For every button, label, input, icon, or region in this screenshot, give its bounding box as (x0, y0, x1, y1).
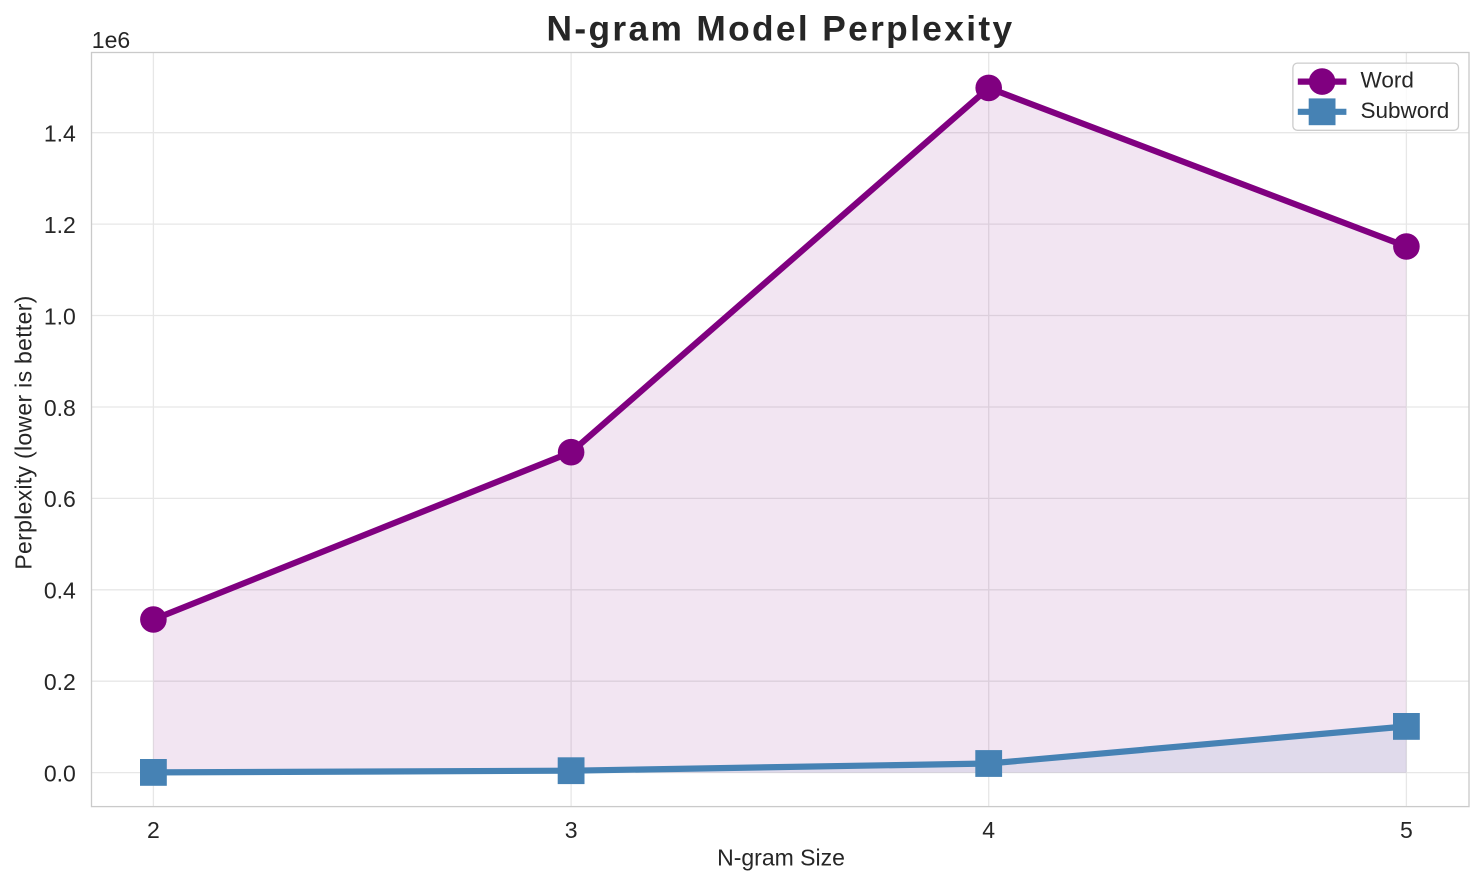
svg-text:Subword: Subword (1361, 98, 1450, 123)
svg-text:N-gram Model Perplexity: N-gram Model Perplexity (547, 10, 1015, 49)
svg-text:1.2: 1.2 (44, 212, 76, 238)
svg-text:1.4: 1.4 (44, 121, 76, 147)
svg-text:N-gram Size: N-gram Size (717, 845, 845, 871)
svg-text:Perplexity (lower is better): Perplexity (lower is better) (11, 295, 37, 569)
svg-text:5: 5 (1400, 817, 1413, 843)
svg-text:0.4: 0.4 (44, 578, 76, 604)
svg-text:0.8: 0.8 (44, 395, 76, 421)
svg-text:0.0: 0.0 (44, 760, 76, 786)
svg-text:0.6: 0.6 (44, 486, 76, 512)
svg-text:1.0: 1.0 (44, 303, 76, 329)
svg-text:0.2: 0.2 (44, 669, 76, 695)
svg-text:2: 2 (147, 817, 160, 843)
svg-text:1e6: 1e6 (92, 27, 130, 53)
svg-text:3: 3 (565, 817, 578, 843)
svg-text:Word: Word (1361, 68, 1414, 93)
svg-text:4: 4 (982, 817, 995, 843)
